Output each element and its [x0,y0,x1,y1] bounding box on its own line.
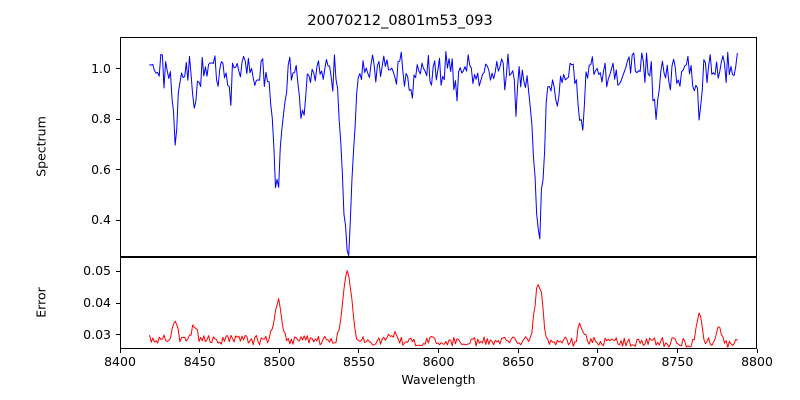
spectrum-line-plot [149,50,738,256]
spectrum-y-tick-mark [116,118,120,120]
error-y-tick-mark [116,302,120,304]
x-tick-mark [676,349,678,353]
x-tick-mark [756,349,758,353]
error-y-tick-mark [116,334,120,336]
x-tick-mark [517,349,519,353]
error-y-tick-label: 0.04 [83,295,111,310]
x-tick-mark [119,349,121,353]
x-tick-mark [358,349,360,353]
x-tick-label: 8700 [581,354,614,369]
x-axis-label: Wavelength [401,372,476,387]
spectrum-y-tick-mark [116,68,120,70]
spectrum-y-tick-label: 0.6 [91,161,111,177]
x-tick-label: 8400 [104,354,136,369]
x-tick-label: 8750 [661,354,694,369]
spectrum-y-tick-mark [116,219,120,221]
spectrum-y-tick-label: 0.4 [91,212,111,228]
figure-title: 20070212_0801m53_093 [307,13,493,29]
x-tick-label: 8550 [342,354,375,369]
error-y-tick-mark [116,270,120,272]
spectrum-y-tick-label: 1.0 [91,60,111,76]
error-line-plot [149,270,738,348]
error-y-tick-label: 0.03 [83,326,111,342]
x-tick-mark [438,349,440,353]
x-tick-label: 8500 [263,354,296,369]
x-tick-label: 8600 [422,354,455,369]
x-tick-mark [597,349,599,353]
x-tick-label: 8650 [502,354,535,369]
error-y-tick-label: 0.05 [83,263,111,279]
x-tick-mark [199,349,201,353]
spectrum-panel [120,37,757,257]
error-panel [120,257,757,349]
spectrum-y-tick-mark [116,169,120,171]
spectrum-y-tick-label: 0.8 [91,111,111,127]
x-tick-mark [278,349,280,353]
x-tick-label: 8450 [183,354,216,369]
x-tick-label: 8800 [741,354,773,369]
